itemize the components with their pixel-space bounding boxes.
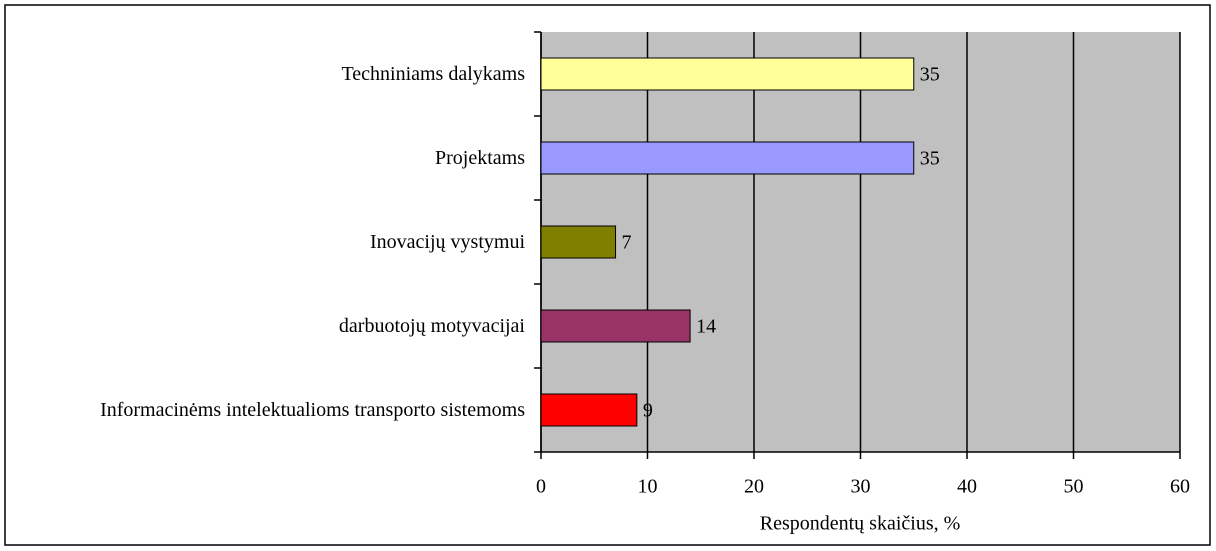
category-label-box: darbuotojų motyvacijai xyxy=(20,314,525,338)
category-label-box: Informacinėms intelektualioms transporto… xyxy=(20,398,525,422)
y-tick-label: darbuotojų motyvacijai xyxy=(338,315,525,337)
x-tick-label: 10 xyxy=(638,476,658,498)
x-tick-label: 50 xyxy=(1064,476,1084,498)
value-label: 14 xyxy=(696,316,716,338)
x-tick-label: 60 xyxy=(1170,476,1190,498)
value-label: 9 xyxy=(643,400,653,422)
bar xyxy=(540,57,915,91)
x-tick-label: 30 xyxy=(851,476,871,498)
bar xyxy=(540,393,638,427)
value-label: 35 xyxy=(920,148,940,170)
value-label: 35 xyxy=(920,64,940,86)
x-tick-label: 0 xyxy=(536,476,546,498)
y-tick-label: Projektams xyxy=(435,147,525,169)
bar xyxy=(540,225,617,259)
bar xyxy=(540,141,915,175)
bar xyxy=(540,309,691,343)
y-tick-label: Informacinėms intelektualioms transporto… xyxy=(100,399,525,421)
category-label-box: Inovacijų vystymui xyxy=(20,230,525,254)
x-axis-title: Respondentų skaičius, % xyxy=(760,513,961,535)
y-tick-label: Inovacijų vystymui xyxy=(370,231,525,253)
category-label-box: Projektams xyxy=(20,146,525,170)
y-tick-label: Techniniams dalykams xyxy=(341,63,525,85)
category-label-box: Techniniams dalykams xyxy=(20,62,525,86)
x-tick-label: 20 xyxy=(744,476,764,498)
x-tick-label: 40 xyxy=(957,476,977,498)
value-label: 7 xyxy=(622,232,632,254)
